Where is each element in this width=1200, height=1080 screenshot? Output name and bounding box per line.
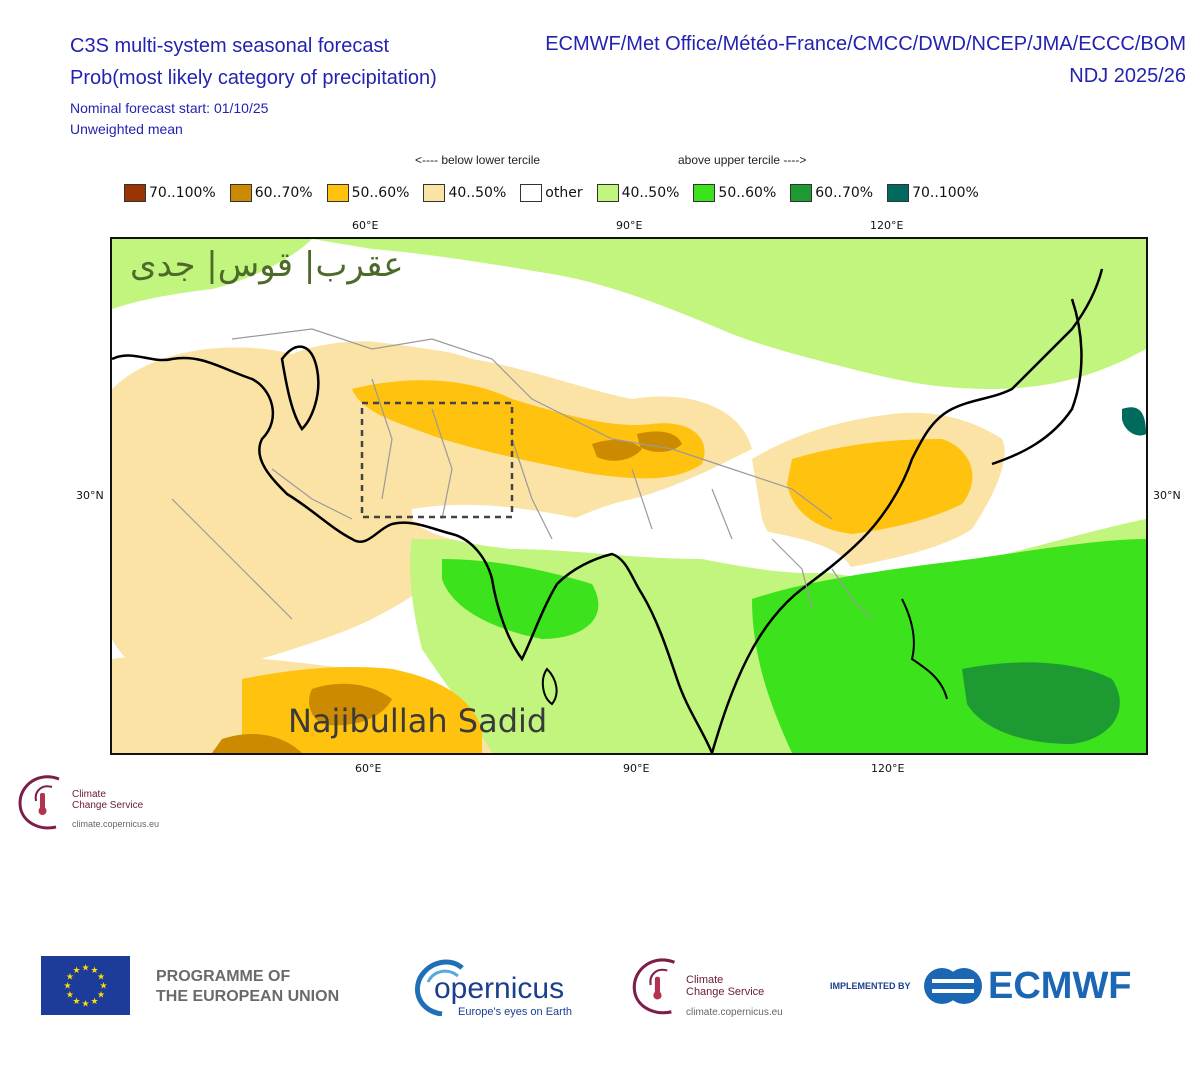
- legend-label: 70..100%: [149, 185, 216, 201]
- ccs-footer-swirl-icon: [632, 958, 676, 1015]
- lat-label-left-30: 30°N: [76, 489, 104, 502]
- legend-swatch: [790, 184, 813, 202]
- legend-item: other: [520, 184, 583, 202]
- coastline-srilanka: [541, 667, 558, 706]
- ecmwf-mark-icon: [924, 968, 982, 1004]
- legend-label: 60..70%: [815, 185, 874, 201]
- eu-programme-line2: THE EUROPEAN UNION: [156, 988, 340, 1005]
- legend-label: 50..60%: [351, 185, 410, 201]
- legend-label: other: [545, 185, 583, 201]
- eu-star-icon: ★: [99, 981, 107, 991]
- ecmwf-logo: ECMWF: [922, 965, 1162, 1007]
- eu-star-icon: ★: [72, 996, 80, 1006]
- lon-label-bottom-90: 90°E: [623, 762, 650, 775]
- forecast-map: عقرب| قوس| جدی Najibullah Sadid: [110, 237, 1148, 755]
- ccs-footer-line2: Change Service: [686, 986, 765, 998]
- coastline-east: [710, 268, 1104, 753]
- legend-below-label: <---- below lower tercile: [415, 153, 541, 167]
- region-above-60-southeast: [962, 662, 1120, 744]
- country-borders: [171, 328, 873, 620]
- legend-swatch: [887, 184, 910, 202]
- legend-above-label: above upper tercile ---->: [678, 153, 807, 167]
- lon-label-top-90: 90°E: [616, 219, 643, 232]
- ccs-small-url: climate.copernicus.eu: [72, 819, 160, 829]
- author-watermark: Najibullah Sadid: [288, 702, 548, 740]
- copernicus-wordmark: opernicus: [434, 972, 565, 1005]
- chart-subtitle: Prob(most likely category of precipitati…: [70, 67, 437, 89]
- eu-star-icon: ★: [90, 996, 98, 1006]
- legend-swatch: [693, 184, 716, 202]
- eu-star-icon: ★: [66, 972, 74, 982]
- legend-item: 50..60%: [326, 184, 410, 202]
- eu-star-icon: ★: [72, 965, 80, 975]
- legend-item: 60..70%: [229, 184, 313, 202]
- ccs-small-line2: Change Service: [72, 800, 144, 811]
- legend-item: 60..70%: [790, 184, 873, 202]
- eu-star-icon: ★: [97, 972, 105, 982]
- legend-swatch: [423, 184, 446, 202]
- legend-swatch: [229, 184, 252, 202]
- region-below-60-central: [592, 431, 682, 461]
- eu-star-icon: ★: [81, 999, 89, 1009]
- copernicus-tagline: Europe's eyes on Earth: [458, 1006, 573, 1018]
- ccs-logo-footer: Climate Change Service climate.copernicu…: [628, 952, 808, 1022]
- ccs-swirl-icon: [18, 775, 60, 830]
- lon-label-bottom-120: 120°E: [871, 762, 905, 775]
- mean-type: Unweighted mean: [70, 121, 183, 137]
- copernicus-logo: opernicus Europe's eyes on Earth: [412, 956, 592, 1022]
- eu-programme-line1: PROGRAMME OF: [156, 968, 291, 985]
- legend-swatch: [596, 184, 619, 202]
- region-other-central: [412, 504, 852, 574]
- legend-swatch: [124, 184, 146, 202]
- copernicus-c-icon: [415, 959, 464, 1016]
- legend-item: 40..50%: [596, 184, 680, 202]
- ecmwf-wordmark: ECMWF: [988, 965, 1132, 1007]
- legend: 70..100% 60..70% 50..60% 40..50% other 40..50…: [124, 184, 993, 202]
- region-above-40-north: [312, 239, 1146, 389]
- legend-item: 70..100%: [887, 184, 979, 202]
- legend-swatch: [326, 184, 349, 202]
- eu-star-icon: ★: [66, 990, 74, 1000]
- legend-label: 40..50%: [621, 185, 680, 201]
- ccs-logo-small: Climate Change Service climate.copernicu…: [14, 769, 159, 835]
- lon-label-top-60: 60°E: [352, 219, 379, 232]
- implemented-by-label: IMPLEMENTED BY: [830, 981, 911, 991]
- legend-item: 40..50%: [423, 184, 506, 202]
- eu-flag-icon: ★ ★ ★ ★ ★ ★ ★ ★ ★ ★ ★ ★: [41, 956, 130, 1015]
- coastline: [112, 354, 714, 753]
- eu-star-icon: ★: [63, 981, 71, 991]
- legend-label: 40..50%: [448, 185, 507, 201]
- legend-label: 70..100%: [912, 185, 979, 201]
- map-canvas: [112, 239, 1146, 753]
- region-above-70-east: [1122, 407, 1146, 436]
- chart-title: C3S multi-system seasonal forecast: [70, 35, 390, 57]
- region-other-north: [232, 295, 852, 398]
- coastline-philippines: [901, 598, 948, 700]
- ccs-small-line1: Climate: [72, 789, 106, 800]
- legend-item: 70..100%: [124, 184, 216, 202]
- zodiac-overlay-text: عقرب| قوس| جدی: [130, 245, 404, 285]
- legend-label: 60..70%: [254, 185, 313, 201]
- legend-label: 50..60%: [718, 185, 777, 201]
- ccs-footer-url: climate.copernicus.eu: [686, 1007, 783, 1018]
- forecast-period: NDJ 2025/26: [1069, 65, 1186, 87]
- ccs-footer-line1: Climate: [686, 974, 724, 986]
- eu-star-icon: ★: [81, 963, 89, 973]
- lon-label-bottom-60: 60°E: [355, 762, 382, 775]
- eu-star-icon: ★: [90, 965, 98, 975]
- region-below-60-south: [212, 683, 392, 753]
- systems-list: ECMWF/Met Office/Météo-France/CMCC/DWD/N…: [545, 33, 1186, 55]
- eu-stars: ★★★★★★★★★ ★ ★★: [63, 963, 107, 1009]
- legend-item: 50..60%: [693, 184, 776, 202]
- region-above-40-sw: [112, 239, 312, 309]
- forecast-start: Nominal forecast start: 01/10/25: [70, 100, 269, 116]
- coastline-caspian: [280, 345, 320, 431]
- legend-swatch: [520, 184, 543, 202]
- lon-label-top-120: 120°E: [870, 219, 904, 232]
- lat-label-right-30: 30°N: [1153, 489, 1181, 502]
- coastline-japan: [991, 298, 1083, 466]
- eu-star-icon: ★: [97, 990, 105, 1000]
- region-below-50-east: [787, 439, 973, 534]
